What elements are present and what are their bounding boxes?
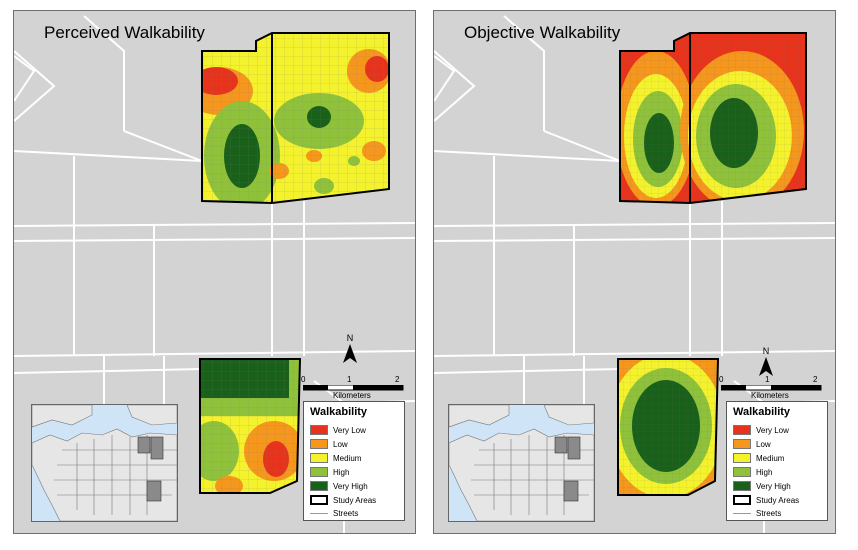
street-network (14, 15, 415, 533)
legend-item: Very Low (310, 424, 366, 436)
scale-bar: 0 1 2 Kilometers (717, 375, 822, 403)
legend-label: Low (756, 439, 771, 449)
study-area-north-outline (201, 32, 390, 205)
inset-locator-map (31, 404, 178, 522)
legend-item: Low (733, 438, 771, 450)
legend-swatch (310, 439, 328, 449)
legend-title: Walkability (310, 406, 368, 418)
legend-item: Streets (310, 507, 358, 519)
legend-item: Study Areas (733, 494, 799, 506)
study-area-south-outline (617, 358, 720, 496)
scale-tick-1: 1 (347, 375, 352, 384)
legend-item: Very Low (733, 424, 789, 436)
legend-label: Study Areas (756, 495, 800, 505)
legend-label: Very Low (333, 425, 366, 435)
scale-tick-0: 0 (301, 375, 306, 384)
scale-unit: Kilometers (333, 391, 371, 400)
north-arrow: N (756, 346, 776, 380)
legend-label: Streets (333, 508, 359, 518)
legend-label: Low (333, 439, 348, 449)
scale-tick-2: 2 (395, 375, 400, 384)
legend-label: High (756, 467, 773, 477)
map-title: Objective Walkability (464, 23, 621, 42)
legend-item: High (310, 466, 349, 478)
study-area-north (202, 33, 389, 203)
legend-item: Medium (310, 452, 361, 464)
north-arrow-icon (759, 357, 773, 376)
legend-item: High (733, 466, 772, 478)
study-area-north (620, 33, 806, 203)
map-canvas (434, 15, 835, 533)
scale-bar-graphic (303, 385, 404, 391)
legend-item: Streets (733, 507, 781, 519)
legend-label: Very High (333, 481, 368, 491)
legend-item: Study Areas (310, 494, 376, 506)
study-area-south (618, 359, 718, 495)
north-label: N (762, 346, 770, 356)
scale-tick-0: 0 (719, 375, 724, 384)
scale-tick-2: 2 (813, 375, 818, 384)
objective-walkability-map: Objective Walkability N 0 1 2 Kilometers… (433, 10, 836, 534)
legend-swatch (733, 495, 751, 505)
legend-label: Very High (756, 481, 791, 491)
legend-swatch (310, 512, 328, 514)
legend-item: Medium (733, 452, 784, 464)
scale-bar-graphic (721, 385, 822, 391)
legend-label: Medium (333, 453, 362, 463)
legend-label: Study Areas (333, 495, 377, 505)
inset-map-graphic (32, 405, 177, 521)
perceived-walkability-map: Perceived Walkability N 0 1 2 Kilometers… (13, 10, 416, 534)
inset-locator-map (448, 404, 595, 522)
map-title: Perceived Walkability (44, 23, 205, 42)
legend-swatch (733, 481, 751, 491)
scale-unit: Kilometers (751, 391, 789, 400)
inset-map-graphic (449, 405, 594, 521)
study-area-north-outline (619, 32, 807, 205)
map-canvas (14, 15, 415, 533)
legend-swatch (733, 467, 751, 477)
legend-swatch (733, 512, 751, 514)
legend-swatch (310, 425, 328, 435)
legend-swatch (733, 425, 751, 435)
legend-label: High (333, 467, 350, 477)
legend-label: Very Low (756, 425, 789, 435)
legend-swatch (310, 453, 328, 463)
scale-bar: 0 1 2 Kilometers (299, 375, 404, 403)
north-label: N (346, 333, 354, 343)
legend-label: Streets (756, 508, 782, 518)
legend-swatch (733, 439, 751, 449)
legend-swatch (310, 467, 328, 477)
legend-label: Medium (756, 453, 785, 463)
legend-item: Low (310, 438, 348, 450)
legend-swatch (310, 495, 328, 505)
legend: Walkability Very Low Low Medium High Ver… (303, 401, 405, 521)
legend-swatch (310, 481, 328, 491)
legend-swatch (733, 453, 751, 463)
legend: Walkability Very Low Low Medium High Ver… (726, 401, 828, 521)
legend-title: Walkability (733, 406, 791, 418)
legend-item: Very High (733, 480, 791, 492)
north-arrow: N (340, 333, 360, 367)
study-area-south (200, 359, 300, 493)
legend-item: Very High (310, 480, 368, 492)
scale-tick-1: 1 (765, 375, 770, 384)
study-area-south-outline (199, 358, 302, 494)
north-arrow-icon (343, 344, 357, 363)
